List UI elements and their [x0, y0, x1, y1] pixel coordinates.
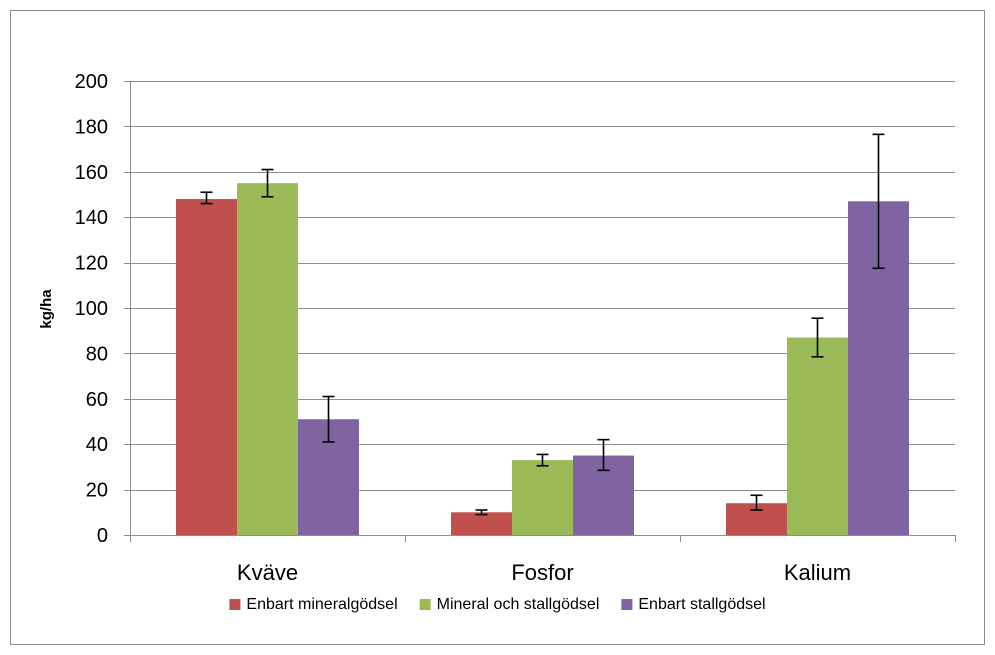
error-bar-2-3 [811, 317, 824, 358]
y-tick-label: 180 [75, 116, 108, 138]
bar-2-1 [237, 183, 298, 535]
y-tick-label: 120 [75, 253, 108, 275]
y-axis-title: kg/ha [38, 289, 55, 329]
bar-1-2 [451, 512, 512, 535]
legend-label: Mineral och stallgödsel [437, 596, 600, 613]
error-bar-1-1 [200, 191, 213, 205]
legend-swatch [419, 599, 431, 610]
error-bar-3-2 [597, 438, 610, 472]
y-tick-label: 100 [75, 298, 108, 320]
legend-label: Enbart stallgödsel [638, 596, 765, 613]
x-tick-label: Fosfor [511, 560, 573, 585]
legend: Enbart mineralgödsel Mineral och stallgöd… [229, 596, 766, 613]
y-tick-label: 160 [75, 162, 108, 184]
legend-item-3: Enbart stallgödsel [621, 596, 766, 613]
bar-1-1 [176, 199, 237, 536]
y-tick-label: 200 [75, 71, 108, 93]
error-bar-1-2 [475, 509, 488, 516]
legend-swatch [229, 599, 241, 610]
bar-2-2 [512, 460, 573, 535]
legend-item-1: Enbart mineralgödsel [229, 596, 398, 613]
y-tick-label: 20 [86, 480, 108, 502]
chart-frame [10, 10, 985, 645]
error-bar-3-1 [322, 395, 335, 443]
y-tick-labels: 0 20 40 60 80 100 120 140 160 180 200 [75, 71, 108, 547]
legend-item-2: Mineral och stallgödsel [419, 596, 600, 613]
bar-2-3 [787, 337, 848, 535]
error-bar-1-3 [750, 494, 763, 511]
x-tick-label: Kväve [237, 560, 298, 585]
error-bar-3-3 [872, 133, 885, 270]
error-bar-2-1 [261, 168, 274, 198]
axes [124, 81, 956, 542]
y-tick-label: 80 [86, 343, 108, 365]
legend-label: Enbart mineralgödsel [246, 596, 397, 613]
x-tick-label: Kalium [784, 560, 851, 585]
y-tick-label: 140 [75, 207, 108, 229]
error-bars [200, 133, 885, 516]
legend-swatch [621, 599, 633, 610]
y-tick-label: 0 [97, 525, 108, 547]
error-bar-2-2 [536, 453, 549, 467]
y-tick-label: 40 [86, 434, 108, 456]
y-tick-label: 60 [86, 389, 108, 411]
bars [176, 183, 909, 536]
x-tick-labels: Kväve Fosfor Kalium [237, 560, 851, 585]
